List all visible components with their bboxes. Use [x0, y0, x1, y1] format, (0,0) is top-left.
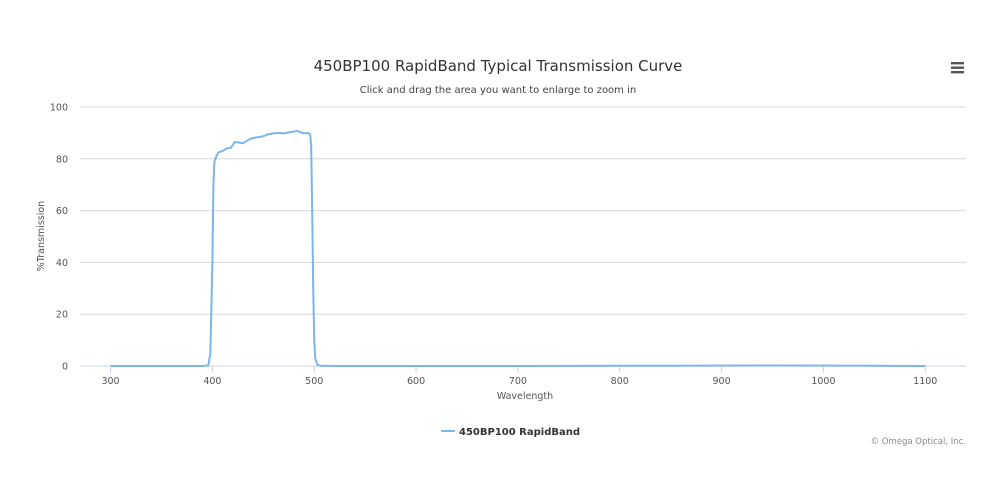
y-tick-label: 40: [56, 258, 68, 269]
series-layer: [110, 129, 926, 367]
x-tick-label: 300: [101, 376, 119, 387]
y-gridlines: [80, 106, 966, 315]
y-tick-label: 80: [56, 154, 68, 165]
y-tick-label: 0: [62, 362, 68, 373]
x-tick-label: 900: [713, 376, 731, 387]
credits-link[interactable]: © Omega Optical, Inc.: [871, 437, 966, 447]
x-tick-label: 600: [407, 376, 425, 387]
chart-title: 450BP100 RapidBand Typical Transmission …: [314, 57, 683, 75]
x-tick-label: 800: [611, 376, 629, 387]
x-tick-label: 700: [509, 376, 527, 387]
y-tick-labels: 0 20 40 60 80 100: [50, 103, 68, 373]
x-axis-title: Wavelength: [497, 391, 553, 402]
y-axis-title: %Transmission: [36, 201, 47, 271]
y-tick-label: 100: [50, 103, 68, 114]
legend-item[interactable]: 450BP100 RapidBand: [441, 427, 580, 438]
series-line[interactable]: [110, 129, 926, 367]
chart-subtitle: Click and drag the area you want to enla…: [360, 85, 636, 96]
x-tick-label: 400: [203, 376, 221, 387]
x-tick-marks: [110, 366, 926, 373]
x-tick-labels: 300 400 500 600 700 800 900 1000 1100: [101, 376, 937, 387]
y-tick-label: 20: [56, 310, 68, 321]
y-tick-label: 60: [56, 206, 68, 217]
x-tick-label: 500: [305, 376, 323, 387]
legend-label: 450BP100 RapidBand: [459, 427, 580, 438]
x-tick-label: 1100: [913, 376, 937, 387]
x-tick-label: 1000: [811, 376, 835, 387]
hamburger-menu-icon[interactable]: [945, 58, 969, 78]
